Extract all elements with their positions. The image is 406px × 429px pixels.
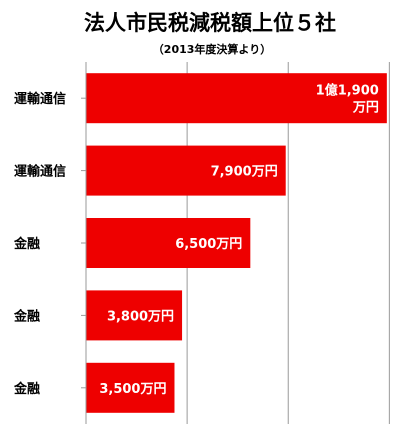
bar-1 — [86, 145, 286, 196]
bars-group — [86, 73, 387, 413]
value-label-1-line-0: 7,900万円 — [211, 165, 278, 180]
value-label-2-line-0: 6,500万円 — [175, 237, 242, 252]
value-label-1: 7,900万円 — [211, 165, 278, 180]
category-label-0: 運輸通信 — [14, 91, 66, 107]
axis-group — [81, 62, 87, 424]
value-label-4-line-0: 3,500万円 — [99, 382, 166, 397]
value-label-0-line-1: 万円 — [352, 101, 379, 116]
category-label-4: 金融 — [13, 381, 40, 397]
category-label-3: 金融 — [13, 308, 40, 324]
bar-3 — [86, 290, 183, 341]
bar-0 — [86, 73, 387, 124]
bar-2 — [86, 218, 251, 268]
category-label-2: 金融 — [13, 236, 40, 252]
value-label-2: 6,500万円 — [175, 237, 242, 252]
chart-subtitle: （2013年度決算より） — [153, 42, 271, 56]
value-label-4: 3,500万円 — [99, 382, 166, 397]
value-label-0: 1億1,900 万円 — [316, 83, 379, 116]
value-label-3: 3,800万円 — [107, 309, 174, 324]
chart-title: 法人市民税減税額上位５社 — [84, 11, 336, 35]
bar-4 — [86, 362, 175, 413]
category-label-1: 運輸通信 — [14, 164, 66, 180]
value-label-3-line-0: 3,800万円 — [107, 309, 174, 324]
value-label-0-line-0: 1億1,900 — [316, 83, 379, 99]
